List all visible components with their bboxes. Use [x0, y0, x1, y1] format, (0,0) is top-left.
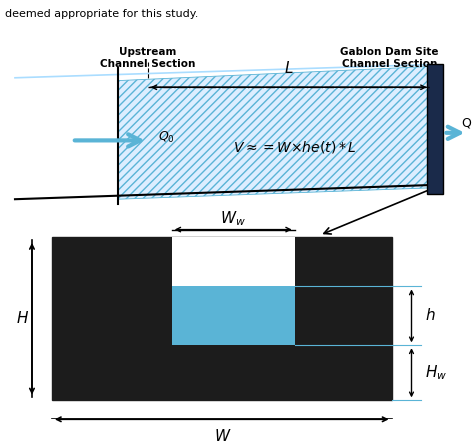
Polygon shape: [118, 66, 431, 199]
Bar: [52, 237, 392, 400]
Text: $W_w$: $W_w$: [220, 209, 246, 228]
Text: L: L: [284, 61, 293, 76]
Text: W: W: [214, 429, 229, 442]
Text: H: H: [16, 311, 27, 326]
Text: $V{\approx}=W{\times}he(t)*L$: $V{\approx}=W{\times}he(t)*L$: [233, 139, 356, 155]
Text: Upstream
Channel Section: Upstream Channel Section: [100, 47, 195, 69]
Bar: [172, 237, 295, 286]
Text: $H_w$: $H_w$: [426, 363, 447, 382]
Bar: [172, 286, 295, 345]
Text: deemed appropriate for this study.: deemed appropriate for this study.: [5, 9, 198, 19]
Text: Q: Q: [462, 117, 471, 130]
Text: h: h: [426, 309, 435, 324]
Bar: [428, 64, 444, 194]
Text: Gablon Dam Site
Channel Section: Gablon Dam Site Channel Section: [340, 47, 439, 69]
Text: $Q_0$: $Q_0$: [158, 130, 174, 145]
